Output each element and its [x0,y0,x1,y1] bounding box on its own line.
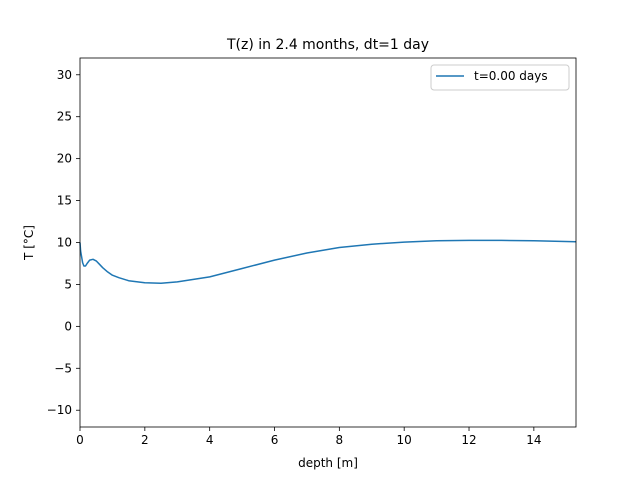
x-tick-label: 2 [141,433,149,447]
y-axis-ticks: −10 −5 0 5 10 15 20 25 30 [47,68,80,417]
y-tick-label: 5 [64,277,72,291]
x-tick-label: 8 [336,433,344,447]
plot-background [80,58,576,427]
y-axis-label: T [°C] [22,225,36,261]
y-tick-label: 20 [57,152,72,166]
legend: t=0.00 days [430,64,570,91]
y-tick-label: 0 [64,319,72,333]
x-tick-label: 0 [76,433,84,447]
x-tick-label: 14 [526,433,541,447]
y-tick-label: 25 [57,110,72,124]
series-layer [79,239,577,284]
y-tick-label: 15 [57,194,72,208]
y-tick-label: 30 [57,68,72,82]
series-line [79,239,577,284]
x-tick-label: 4 [206,433,214,447]
x-axis-label: depth [m] [298,456,358,470]
x-tick-label: 10 [397,433,412,447]
x-tick-label: 12 [461,433,476,447]
y-tick-label: −5 [54,361,72,375]
legend-label: t=0.00 days [474,69,548,83]
x-axis-ticks: 0 2 4 6 8 10 12 14 [76,427,541,447]
x-tick-label: 6 [271,433,279,447]
plot-area [79,57,577,428]
y-tick-label: 10 [57,236,72,250]
y-tick-label: −10 [47,403,72,417]
chart-title: T(z) in 2.4 months, dt=1 day [226,37,429,53]
legend-box [430,64,570,91]
